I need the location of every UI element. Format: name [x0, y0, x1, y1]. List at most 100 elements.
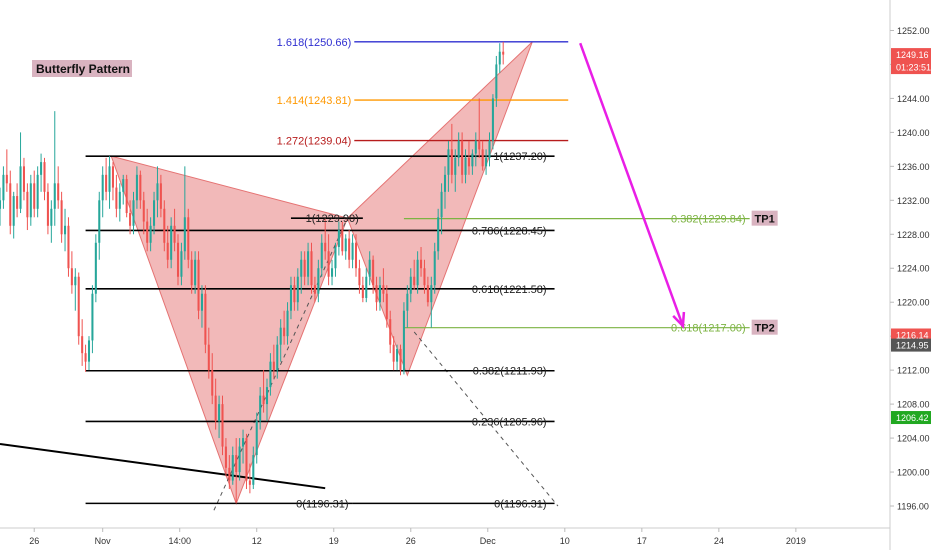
candle-body [259, 395, 262, 422]
candle-body [159, 183, 162, 209]
candle-body [498, 51, 501, 65]
candle-body [26, 191, 29, 218]
candle-body [166, 242, 169, 260]
candle-body [187, 217, 190, 260]
candle-body [235, 455, 238, 473]
candle-body [12, 196, 15, 226]
candle-body [22, 166, 25, 192]
candle-body [365, 276, 368, 298]
candle-body [153, 200, 156, 226]
candle-body [303, 259, 306, 277]
candle-body [279, 327, 282, 345]
candle-body [447, 149, 450, 175]
fib-level-label: 0.618(1221.58) [472, 284, 547, 296]
candle-body [211, 370, 214, 396]
y-tick-label: 1228.00 [897, 230, 930, 240]
candle-body [139, 174, 142, 201]
candle-body [190, 259, 193, 286]
candle-body [87, 340, 91, 362]
candle-body [108, 166, 111, 192]
price-badge-label: 1214.95 [896, 341, 929, 351]
candle-body [53, 183, 56, 209]
candle-body [9, 183, 12, 226]
candle-body [74, 276, 77, 286]
candle-body [351, 242, 354, 260]
candle-body [324, 242, 327, 252]
candle-body [50, 208, 53, 226]
y-tick-label: 1220.00 [897, 298, 930, 308]
candle-body [156, 183, 159, 201]
candle-body [276, 344, 279, 371]
projection-arrow-line [579, 42, 685, 327]
candle-body [248, 480, 251, 485]
candle-body [125, 179, 128, 214]
candle-body [491, 98, 494, 141]
candle-body [197, 259, 200, 311]
candle-body [344, 238, 347, 252]
candle-body [464, 157, 467, 175]
candle-body [467, 157, 470, 167]
x-tick-label: 26 [29, 536, 39, 546]
candle-body [200, 293, 203, 311]
candle-body [129, 213, 132, 226]
candle-body [115, 187, 118, 209]
candle-body [142, 200, 145, 222]
candle-body [231, 455, 234, 481]
candle-body [478, 140, 481, 150]
candle-body [224, 446, 227, 468]
fib-level-label: 0(1196.31) [296, 498, 348, 510]
candle-body [252, 455, 255, 485]
candle-body [409, 276, 412, 294]
candle-body [413, 276, 416, 286]
fib-level-label: 1.618(1250.66) [277, 37, 352, 49]
candle-body [84, 353, 87, 362]
fib-level-label: 1(1229.90) [306, 213, 359, 225]
price-badge-bg [891, 338, 931, 352]
candle-body [214, 395, 217, 422]
candle-body [461, 140, 464, 175]
candle-body [495, 64, 498, 99]
candle-body [255, 421, 258, 456]
candle-body [385, 293, 388, 320]
fib-level-label: 0.786(1228.45) [472, 225, 547, 237]
chart-title: Butterfly Pattern [36, 62, 130, 76]
candle-body [0, 200, 2, 209]
fib-level-label: 1.414(1243.81) [277, 95, 352, 107]
target-tag-bg [751, 319, 778, 335]
candle-body [146, 221, 149, 243]
candle-body [272, 361, 275, 371]
candle-body [77, 276, 80, 337]
candle-body [471, 153, 474, 167]
target-tag: TP1 [755, 214, 775, 226]
price-badge-sub: 01:23:51 [896, 63, 931, 73]
candle-body [43, 162, 46, 192]
candle-body [46, 191, 49, 226]
candle-body [300, 259, 303, 277]
candle-body [36, 174, 39, 209]
projection-arrow-head [672, 311, 686, 329]
candle-body [354, 242, 358, 269]
price-badge-label: 1216.14 [896, 330, 929, 340]
candle-body [334, 247, 337, 269]
candle-body [430, 285, 433, 303]
candle-body [296, 276, 299, 303]
x-tick-label: 19 [329, 536, 339, 546]
candle-body [64, 225, 67, 235]
target-tag-bg [751, 210, 778, 226]
candle-body [170, 225, 173, 260]
fib-level-label: 0.382(1211.93) [473, 366, 547, 378]
candle-body [81, 336, 84, 354]
candle-body [33, 183, 36, 209]
candle-body [420, 259, 423, 269]
y-tick-label: 1236.00 [897, 162, 930, 172]
candle-body [293, 285, 296, 303]
y-tick-label: 1232.00 [897, 196, 930, 206]
candle-body [283, 327, 286, 337]
candle-body [228, 467, 231, 481]
candle-body [331, 268, 334, 277]
candle-body [135, 174, 138, 201]
candle-body [183, 217, 186, 252]
candle-body [286, 310, 289, 337]
fib-level-label: 0(1196.31) [494, 498, 546, 510]
